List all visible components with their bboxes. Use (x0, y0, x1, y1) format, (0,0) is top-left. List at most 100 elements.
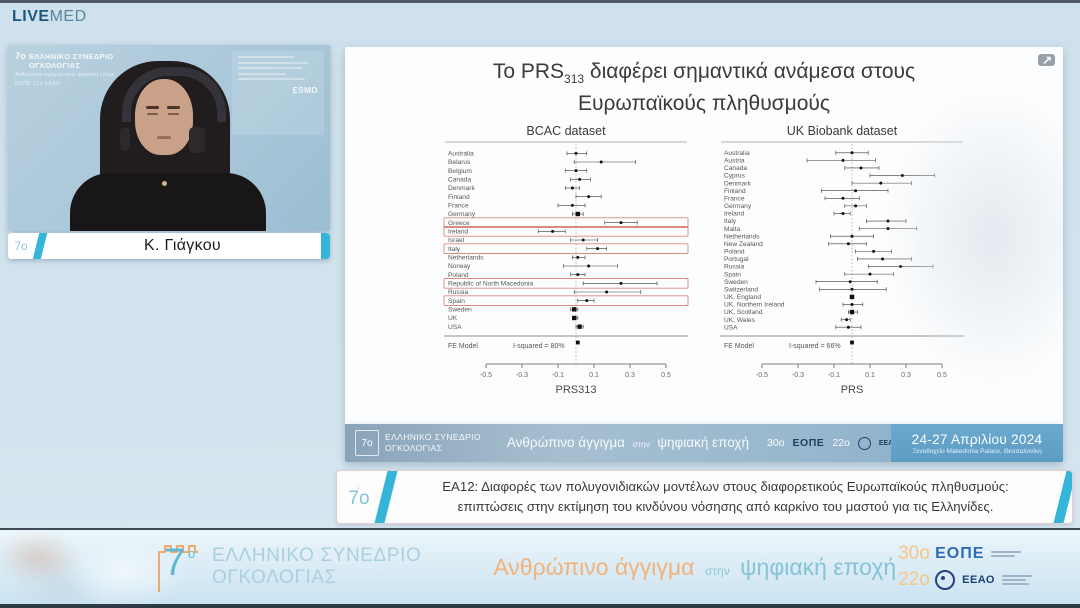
svg-text:Russia: Russia (724, 264, 744, 271)
bottom-border-strip (0, 604, 1080, 608)
speaker-video-panel: 7ο ΕΛΛΗΝΙΚΟ ΣΥΝΕΔΡΙΟ ΟΓΚΟΛΟΓΙΑΣ Ανθρώπινο… (8, 45, 330, 259)
svg-text:USA: USA (724, 324, 738, 331)
svg-text:Germany: Germany (724, 203, 752, 210)
eeao-smallprint (1002, 575, 1032, 585)
footer-7-logo: 7ο (355, 430, 379, 456)
livemed-logo-med: MED (49, 8, 87, 25)
svg-text:BCAC dataset: BCAC dataset (526, 124, 606, 138)
svg-text:Finland: Finland (448, 194, 470, 201)
speaker-name: Κ. Γιάγκου (144, 237, 221, 254)
svg-text:Denmark: Denmark (448, 185, 475, 192)
eope-logo: ΕΟΠΕ (935, 545, 985, 562)
expand-slide-button[interactable] (1038, 54, 1055, 66)
svg-text:Italy: Italy (724, 218, 737, 225)
svg-text:0.5: 0.5 (661, 372, 671, 379)
eeao-emblem-icon (857, 436, 871, 450)
svg-text:Canada: Canada (448, 177, 471, 184)
slide-footer-band: 7ο ΕΛΛΗΝΙΚΟ ΣΥΝΕΔΡΙΟ ΟΓΚΟΛΟΓΙΑΣ Ανθρώπιν… (345, 424, 1063, 462)
svg-text:Switzerland: Switzerland (724, 287, 758, 294)
svg-text:FE Model: FE Model (724, 343, 754, 350)
video-overlay-card: ESMO (232, 51, 324, 135)
session-title-box: ⌂ 7ο ΕΑ12: Διαφορές των πολυγονιδιακών μο… (336, 470, 1073, 524)
svg-text:UK: UK (448, 315, 458, 322)
banner-top-strip (0, 528, 1080, 530)
svg-text:Austria: Austria (724, 158, 745, 165)
svg-text:I-squared = 80%: I-squared = 80% (513, 343, 565, 350)
eeao-logo: ΕΕΑΟ (878, 439, 899, 447)
svg-text:Finland: Finland (724, 188, 746, 195)
top-border-strip (0, 0, 1080, 3)
svg-text:Cyprus: Cyprus (724, 173, 746, 180)
svg-text:PRS313: PRS313 (556, 384, 597, 396)
society-logos: 30ο ΕΟΠΕ 22ο ΕΕΑΟ (898, 543, 1032, 591)
expand-icon (1043, 56, 1051, 64)
svg-text:Poland: Poland (724, 249, 745, 256)
headphone-earcup-icon (120, 127, 130, 151)
svg-text:Malta: Malta (724, 226, 740, 233)
svg-text:Greece: Greece (448, 220, 470, 227)
svg-text:Australia: Australia (724, 150, 750, 157)
cyan-end-bar (321, 233, 330, 259)
footer-society-logos: 30ο ΕΟΠΕ 22ο ΕΕΑΟ (767, 436, 899, 450)
svg-text:Portugal: Portugal (724, 256, 749, 263)
svg-text:Israel: Israel (448, 237, 465, 244)
svg-text:Russia: Russia (448, 289, 468, 296)
svg-text:Belarus: Belarus (448, 159, 471, 166)
eope-30-label: 30ο (767, 437, 785, 449)
headphones-band (122, 67, 226, 122)
slide-title: Το PRS313 διαφέρει σημαντικά ανάμεσα στο… (492, 60, 916, 115)
castle-outline-icon (158, 545, 198, 592)
svg-text:-0.5: -0.5 (756, 372, 768, 379)
necklace (162, 181, 167, 186)
session-title: ΕΑ12: Διαφορές των πολυγονιδιακών μοντέλ… (442, 478, 1009, 514)
livemed-logo: LIVEMED (12, 8, 87, 26)
eope-smallprint (991, 551, 1022, 557)
eeao-22-label: 22ο (898, 569, 930, 590)
congress-7-logo: 7 ο (152, 538, 200, 596)
livemed-logo-live: LIVE (12, 8, 50, 25)
eeao-logo: ΕΕΑΟ (962, 574, 995, 586)
svg-text:0.5: 0.5 (937, 372, 947, 379)
svg-text:FE Model: FE Model (448, 343, 478, 350)
svg-text:-0.3: -0.3 (516, 372, 528, 379)
headphone-earcup-icon (189, 127, 205, 153)
eope-30-label: 30ο (898, 543, 930, 564)
svg-text:France: France (724, 196, 745, 203)
svg-text:-0.1: -0.1 (552, 372, 564, 379)
prs-subscript: 313 (564, 72, 585, 87)
svg-text:Germany: Germany (448, 211, 476, 218)
svg-text:France: France (448, 203, 469, 210)
speaker-torso (70, 173, 266, 231)
svg-text:-0.3: -0.3 (792, 372, 804, 379)
session-7-logo: ⌂ 7ο (348, 484, 370, 509)
svg-text:0.1: 0.1 (589, 372, 599, 379)
congress-tagline: Ανθρώπινο άγγιγμα στην ψηφιακή εποχή (493, 553, 897, 580)
watermark-7-logo: 7ο (15, 51, 27, 61)
congress-banner: 7 ο ΕΛΛΗΝΙΚΟ ΣΥΝΕΔΡΙΟ ΟΓΚΟΛΟΓΙΑΣ Ανθρώπι… (0, 530, 1080, 604)
eope-logo: ΕΟΠΕ (792, 437, 825, 449)
svg-text:UK, England: UK, England (724, 294, 761, 301)
svg-text:New Zealand: New Zealand (724, 241, 763, 248)
nameplate-7-logo: 7ο (14, 239, 28, 253)
congress-venue: Ξενοδοχείο Makedonia Palace, Θεσσαλονίκη (912, 447, 1042, 455)
watermark-logos: ΕΟΠΕ 22ο ΕΕΑΟ (15, 80, 61, 87)
svg-text:UK Biobank dataset: UK Biobank dataset (787, 124, 898, 138)
svg-text:-0.1: -0.1 (828, 372, 840, 379)
video-watermark: 7ο ΕΛΛΗΝΙΚΟ ΣΥΝΕΔΡΙΟ ΟΓΚΟΛΟΓΙΑΣ Ανθρώπινο… (15, 51, 115, 87)
congress-name: ΕΛΛΗΝΙΚΟ ΣΥΝΕΔΡΙΟ ΟΓΚΟΛΟΓΙΑΣ (212, 545, 422, 588)
eeao-22-label: 22ο (832, 437, 850, 449)
svg-text:0.3: 0.3 (625, 372, 635, 379)
svg-text:Denmark: Denmark (724, 180, 751, 187)
svg-text:0.1: 0.1 (865, 372, 875, 379)
svg-text:PRS: PRS (841, 384, 864, 396)
speaker-video[interactable]: 7ο ΕΛΛΗΝΙΚΟ ΣΥΝΕΔΡΙΟ ΟΓΚΟΛΟΓΙΑΣ Ανθρώπινο… (8, 45, 330, 231)
presentation-slide: Το PRS313 διαφέρει σημαντικά ανάμεσα στο… (345, 47, 1063, 424)
speaker-nameplate: 7ο Κ. Γιάγκου (8, 233, 330, 259)
svg-text:Ireland: Ireland (448, 229, 468, 236)
speaker-face (135, 79, 193, 155)
esmo-logo: ESMO (292, 86, 318, 95)
svg-text:0.3: 0.3 (901, 372, 911, 379)
svg-text:Sweden: Sweden (724, 279, 748, 286)
